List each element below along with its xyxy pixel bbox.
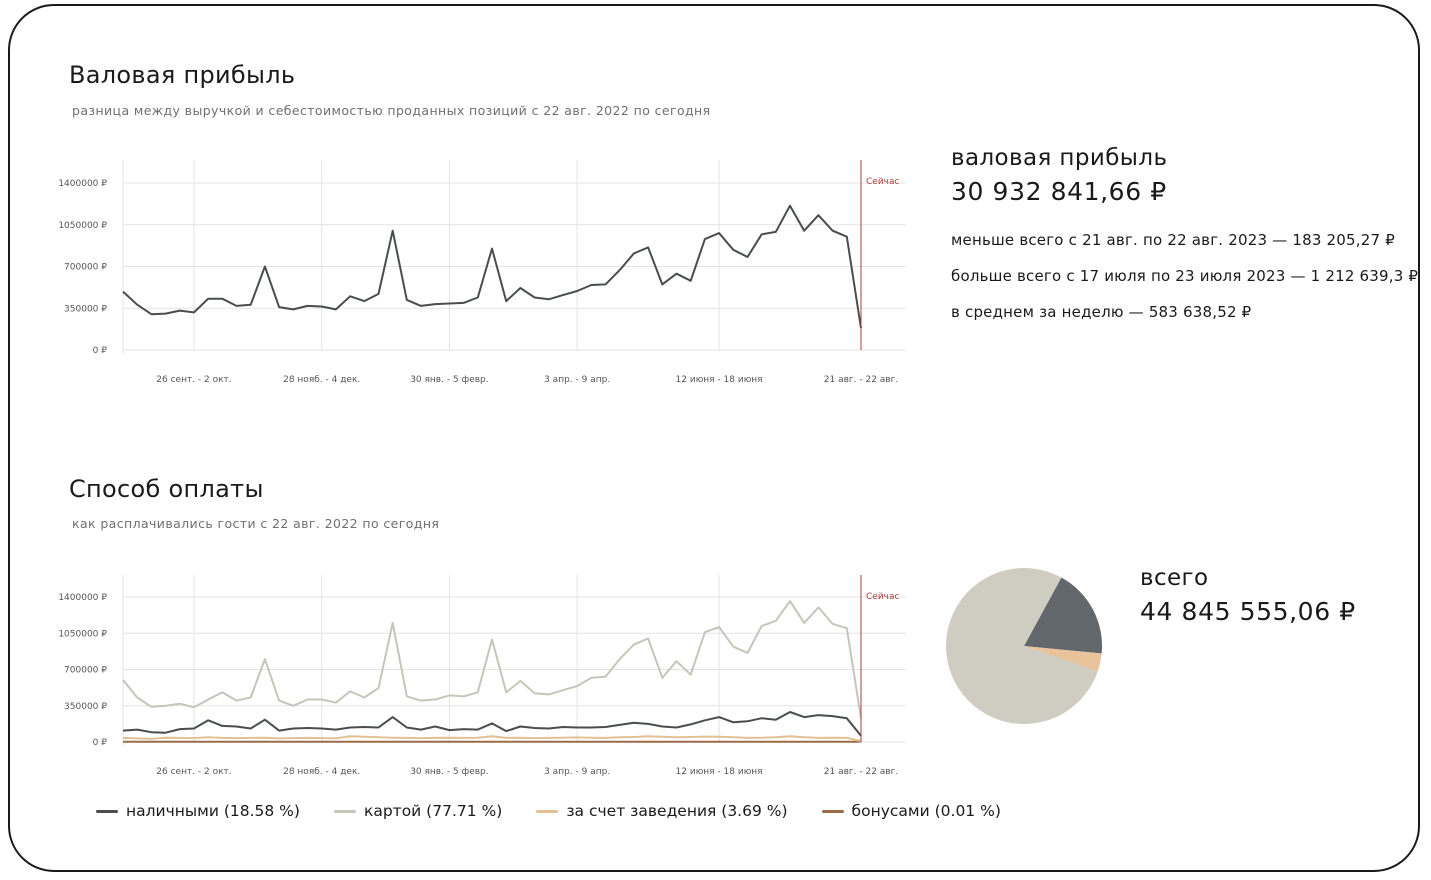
payment-total-label: всего (1140, 565, 1209, 591)
x-tick-label: 21 авг. - 22 авг. (824, 767, 898, 777)
y-tick-label: 1050000 ₽ (58, 221, 107, 231)
legend-label-cash: наличными (18.58 %) (126, 802, 300, 820)
x-tick-label: 3 апр. - 9 апр. (544, 375, 610, 385)
x-tick-label: 26 сент. - 2 окт. (156, 767, 231, 777)
x-tick-label: 21 авг. - 22 авг. (824, 375, 898, 385)
series-line-0 (122, 711, 862, 737)
y-tick-label: 1050000 ₽ (58, 629, 107, 639)
y-tick-label: 700000 ₽ (64, 666, 107, 676)
legend-swatch-card (333, 809, 356, 813)
payment-pie-chart (946, 567, 1103, 724)
profit-min-line: меньше всего с 21 авг. по 22 авг. 2023 —… (951, 231, 1395, 249)
legend-label-bonus: бонусами (0.01 %) (851, 802, 1001, 820)
legend-label-house: за счет заведения (3.69 %) (566, 802, 788, 820)
payment-line-chart: 1400000 ₽ 1050000 ₽ 700000 ₽ 350000 ₽ 0 ₽ 26 … (58, 575, 906, 777)
legend-label-card: картой (77.71 %) (363, 802, 503, 820)
y-tick-label: 350000 ₽ (64, 304, 107, 314)
x-tick-label: 28 нояб. - 4 дек. (283, 375, 360, 385)
profit-avg-line: в среднем за неделю — 583 638,52 ₽ (951, 303, 1252, 321)
profit-subtitle: разница между выручкой и себестоимостью … (72, 103, 711, 118)
now-marker-label: Сейчас (866, 592, 900, 602)
payment-subtitle: как расплачивались гости с 22 авг. 2022 … (72, 516, 440, 531)
payment-title: Способ оплаты (69, 475, 264, 503)
payment-total-value: 44 845 555,06 ₽ (1140, 597, 1356, 626)
profit-stat-value: 30 932 841,66 ₽ (951, 177, 1167, 206)
pie-slice-3 (1024, 646, 1098, 672)
y-tick-label: 700000 ₽ (64, 263, 107, 273)
y-tick-label: 0 ₽ (93, 738, 108, 748)
profit-title: Валовая прибыль (69, 61, 296, 89)
legend-item-bonus[interactable]: бонусами (0.01 %) (821, 802, 1001, 820)
pie-slice-2 (1024, 646, 1102, 672)
payment-legend: наличными (18.58 %) картой (77.71 %) за … (96, 802, 1001, 820)
profit-max-line: больше всего с 17 июля по 23 июля 2023 —… (951, 267, 1419, 285)
x-tick-label: 30 янв. - 5 февр. (410, 767, 488, 777)
now-marker-label: Сейчас (866, 177, 900, 187)
legend-swatch-bonus (821, 809, 844, 813)
legend-swatch-cash (96, 809, 118, 813)
series-line-1 (122, 600, 862, 719)
profit-stat-label: валовая прибыль (951, 145, 1168, 171)
y-tick-label: 1400000 ₽ (58, 179, 107, 189)
y-tick-label: 0 ₽ (93, 346, 108, 356)
pie-slice-1 (946, 567, 1098, 724)
profit-line-chart: 1400000 ₽ 1050000 ₽ 700000 ₽ 350000 ₽ 0 ₽ 26 … (58, 160, 906, 385)
y-tick-label: 1400000 ₽ (58, 593, 107, 603)
x-tick-label: 12 июня - 18 июня (676, 375, 763, 385)
legend-swatch-house (536, 809, 559, 813)
pie-slice-0 (1024, 577, 1103, 654)
y-tick-label: 350000 ₽ (64, 702, 107, 712)
series-line-2 (122, 735, 862, 742)
legend-item-house[interactable]: за счет заведения (3.69 %) (536, 802, 788, 820)
x-tick-label: 12 июня - 18 июня (676, 767, 763, 777)
series-line-0 (122, 204, 862, 329)
x-tick-label: 3 апр. - 9 апр. (544, 767, 610, 777)
legend-item-card[interactable]: картой (77.71 %) (333, 802, 503, 820)
x-tick-label: 26 сент. - 2 окт. (156, 375, 231, 385)
x-tick-label: 28 нояб. - 4 дек. (283, 767, 360, 777)
card-frame (8, 4, 1420, 872)
x-tick-label: 30 янв. - 5 февр. (410, 375, 488, 385)
legend-item-cash[interactable]: наличными (18.58 %) (96, 802, 300, 820)
